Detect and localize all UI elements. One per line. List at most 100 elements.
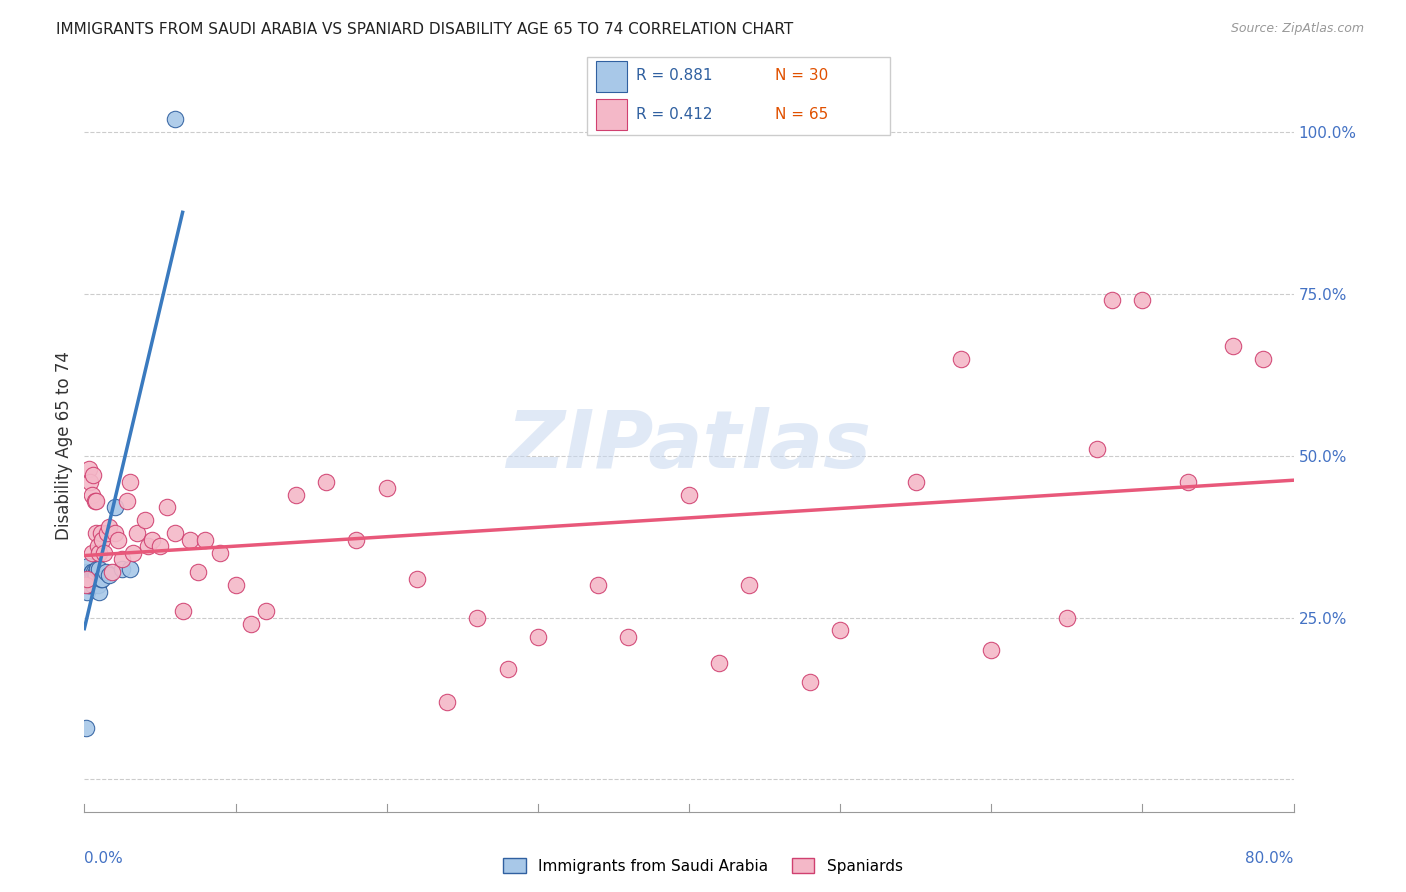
Point: [346, 533, 368, 547]
Point: [225, 578, 247, 592]
Point: [80, 566, 103, 580]
Y-axis label: Disability Age 65 to 74: Disability Age 65 to 74: [55, 351, 73, 541]
Point: [76, 566, 98, 580]
Point: [1253, 351, 1275, 366]
Bar: [596, 99, 627, 130]
Point: [165, 112, 187, 127]
Point: [80, 546, 103, 560]
Point: [77, 578, 100, 592]
Point: [91, 533, 114, 547]
Point: [79, 475, 101, 489]
Point: [239, 617, 262, 632]
Point: [194, 533, 217, 547]
Point: [91, 572, 114, 586]
Point: [94, 566, 117, 580]
Point: [75, 578, 97, 592]
Point: [87, 578, 110, 592]
Point: [375, 481, 398, 495]
Point: [86, 494, 108, 508]
Point: [107, 533, 129, 547]
Point: [97, 568, 120, 582]
Point: [87, 539, 110, 553]
Point: [96, 526, 118, 541]
Text: IMMIGRANTS FROM SAUDI ARABIA VS SPANIARD DISABILITY AGE 65 TO 74 CORRELATION CHA: IMMIGRANTS FROM SAUDI ARABIA VS SPANIARD…: [56, 22, 793, 37]
Point: [678, 487, 700, 501]
Point: [799, 675, 821, 690]
Text: 0.0%: 0.0%: [84, 851, 124, 865]
Point: [111, 552, 134, 566]
Point: [187, 566, 209, 580]
Point: [285, 487, 308, 501]
Point: [90, 572, 112, 586]
Point: [86, 568, 108, 582]
Point: [738, 578, 761, 592]
Point: [1132, 293, 1154, 308]
Point: [209, 546, 232, 560]
Point: [118, 562, 141, 576]
Point: [1056, 610, 1078, 624]
Point: [588, 578, 610, 592]
Point: [97, 520, 120, 534]
Point: [77, 578, 100, 592]
Point: [80, 566, 103, 580]
Point: [86, 562, 108, 576]
Legend: Immigrants from Saudi Arabia, Spaniards: Immigrants from Saudi Arabia, Spaniards: [498, 852, 908, 880]
Point: [315, 475, 337, 489]
Bar: [596, 62, 627, 92]
Point: [1101, 293, 1123, 308]
Point: [436, 695, 458, 709]
Point: [84, 566, 107, 580]
Point: [82, 578, 104, 592]
Point: [950, 351, 973, 366]
Point: [527, 630, 550, 644]
Point: [76, 584, 98, 599]
Text: R = 0.412: R = 0.412: [636, 107, 713, 121]
Point: [1222, 339, 1244, 353]
Point: [80, 487, 103, 501]
Point: [86, 526, 108, 541]
Point: [406, 572, 429, 586]
Point: [89, 562, 111, 576]
Point: [709, 656, 731, 670]
Point: [75, 721, 97, 735]
Point: [82, 468, 104, 483]
Point: [136, 539, 159, 553]
Point: [79, 568, 101, 582]
Text: N = 30: N = 30: [775, 69, 828, 84]
Point: [87, 584, 110, 599]
FancyBboxPatch shape: [586, 57, 890, 135]
Point: [77, 558, 100, 573]
Point: [76, 572, 98, 586]
Point: [82, 568, 104, 582]
Text: N = 65: N = 65: [775, 107, 828, 121]
Point: [79, 572, 101, 586]
Point: [104, 526, 127, 541]
Point: [76, 572, 98, 586]
Point: [118, 475, 141, 489]
Text: R = 0.881: R = 0.881: [636, 69, 713, 84]
Text: 80.0%: 80.0%: [1246, 851, 1294, 865]
Point: [104, 500, 127, 515]
Point: [149, 539, 172, 553]
Point: [467, 610, 489, 624]
Point: [80, 568, 103, 582]
Point: [100, 566, 122, 580]
Point: [77, 461, 100, 475]
Point: [89, 546, 111, 560]
Point: [83, 566, 105, 580]
Point: [93, 546, 115, 560]
Point: [84, 494, 107, 508]
Point: [1085, 442, 1108, 457]
Point: [254, 604, 277, 618]
Point: [980, 643, 1002, 657]
Point: [165, 526, 187, 541]
Point: [121, 546, 143, 560]
Text: Source: ZipAtlas.com: Source: ZipAtlas.com: [1230, 22, 1364, 36]
Point: [84, 568, 107, 582]
Point: [156, 500, 179, 515]
Point: [141, 533, 163, 547]
Point: [127, 526, 149, 541]
Point: [90, 526, 112, 541]
Point: [115, 494, 138, 508]
Point: [496, 662, 519, 676]
